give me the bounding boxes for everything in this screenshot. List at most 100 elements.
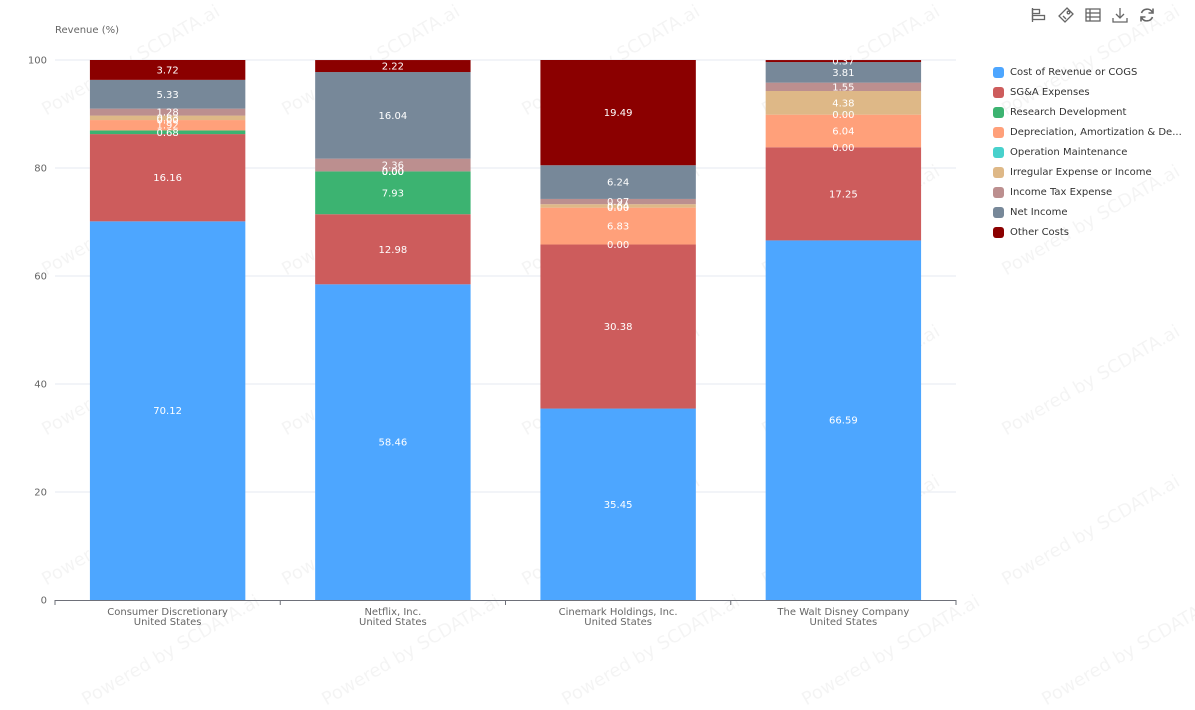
bar-segment[interactable] [89,108,246,116]
bar-segment[interactable] [765,62,922,83]
legend-label: Cost of Revenue or COGS [1010,66,1138,78]
bar-segment[interactable] [89,130,246,135]
data-label: 58.46 [379,438,408,449]
bar-segment[interactable] [89,221,246,601]
legend-label: Research Development [1010,106,1127,118]
legend-swatch [993,86,1004,98]
bar-segment[interactable] [540,207,696,245]
legend-item[interactable]: Irregular Expense or Income [993,162,1182,182]
y-tick-label: 20 [34,488,47,499]
data-label: 35.45 [604,500,633,511]
legend-label: Irregular Expense or Income [1010,166,1152,178]
bar-segment[interactable] [89,120,246,131]
bar-segment[interactable] [89,60,246,80]
data-label: 6.24 [607,178,629,189]
data-label: 30.38 [604,322,633,333]
bar-segment[interactable] [540,408,696,600]
legend-item[interactable]: Depreciation, Amortization & De... [993,122,1182,142]
legend-item[interactable]: Income Tax Expense [993,182,1182,202]
refresh-icon[interactable] [1138,6,1156,24]
legend-swatch [993,66,1004,78]
bar-segment[interactable] [315,214,471,285]
legend-item[interactable]: Operation Maintenance [993,142,1182,162]
bar-segment[interactable] [315,60,471,73]
data-label: 2.22 [382,62,404,73]
data-label: 17.25 [829,189,858,200]
legend-label: Operation Maintenance [1010,146,1128,158]
legend-item[interactable]: Research Development [993,102,1182,122]
legend-swatch [993,126,1004,138]
bar-segment[interactable] [315,158,471,172]
data-label: 1.55 [832,82,854,93]
segment-labels: 70.1216.160.681.920.000.831.285.333.7258… [153,57,857,511]
tag-icon[interactable] [1057,6,1075,24]
data-label: 3.81 [832,68,854,79]
legend-item[interactable]: Cost of Revenue or COGS [993,62,1182,82]
data-label: 0.83 [156,113,178,124]
legend-swatch [993,166,1004,178]
data-label: 66.59 [829,416,858,427]
data-label: 0.00 [382,167,404,178]
bar-segment[interactable] [540,244,696,409]
bar-segment[interactable] [315,284,471,600]
data-label: 5.33 [156,90,178,101]
bar-segment[interactable] [89,115,246,121]
legend-item[interactable]: SG&A Expenses [993,82,1182,102]
data-label: 70.12 [153,406,182,417]
x-tick-label: Cinemark Holdings, Inc. United States [559,607,678,628]
data-label: 0.97 [607,197,629,208]
bar-segment[interactable] [540,165,696,199]
data-label: 0.00 [382,167,404,178]
legend-swatch [993,106,1004,118]
bar-segment[interactable] [89,79,246,109]
legend-swatch [993,186,1004,198]
x-tick-label: Consumer Discretionary United States [107,607,228,628]
legend-swatch [993,226,1004,238]
bar-segment[interactable] [315,72,471,159]
stacked-bar-chart: 70.1216.160.681.920.000.831.285.333.7258… [28,25,957,628]
download-icon[interactable] [1111,6,1129,24]
bar-segment[interactable] [765,147,922,241]
data-label: 0.00 [832,143,854,154]
legend-item[interactable]: Other Costs [993,222,1182,242]
bar-segment[interactable] [765,240,922,600]
y-axis-label: Revenue (%) [55,25,119,36]
axes: 0 20 40 60 80 100 Consumer Discretionary United… [28,56,957,628]
data-label: 0.00 [382,167,404,178]
y-tick-label: 100 [28,56,47,67]
bar-segment[interactable] [89,134,246,222]
data-label: 0.00 [607,203,629,214]
data-label: 0.00 [832,110,854,121]
data-label: 0.00 [156,116,178,127]
x-tick-label: Netflix, Inc. United States [359,607,427,628]
bar-segment[interactable] [540,198,696,205]
x-tick-label: The Walt Disney Company United States [776,607,909,628]
bar-segment[interactable] [765,82,922,91]
data-label: 16.04 [379,111,408,122]
data-table-icon[interactable] [1084,6,1102,24]
toolbox [1030,6,1156,24]
data-label: 19.49 [604,108,633,119]
legend-swatch [993,206,1004,218]
data-label: 0.64 [607,201,629,212]
data-label: 16.16 [153,173,182,184]
bar-segment[interactable] [765,114,922,148]
data-label: 7.93 [382,188,404,199]
legend-label: SG&A Expenses [1010,86,1090,98]
legend-label: Net Income [1010,206,1068,218]
data-label: 6.83 [607,222,629,233]
data-label: 1.28 [156,108,178,119]
data-label: 0.68 [156,128,178,139]
legend-label: Other Costs [1010,226,1070,238]
legend-item[interactable]: Net Income [993,202,1182,222]
data-label: 2.36 [382,161,404,172]
data-label: 4.38 [832,98,854,109]
bar-segment[interactable] [540,204,696,208]
bar-segment[interactable] [765,90,922,115]
bar-segment[interactable] [315,171,471,215]
bar-sort-icon[interactable] [1030,6,1048,24]
data-label: 6.04 [832,126,854,137]
data-label: 12.98 [379,245,408,256]
bar-segment[interactable] [540,60,696,166]
bar-segment[interactable] [765,60,922,63]
